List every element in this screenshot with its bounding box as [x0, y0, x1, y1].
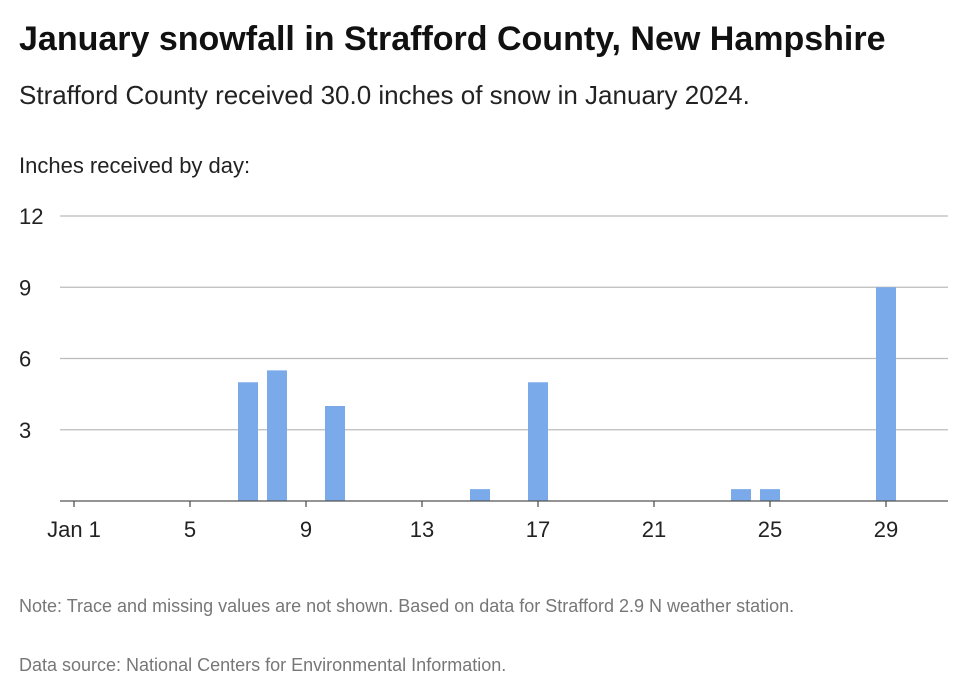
- bar-day-7: [238, 382, 258, 501]
- y-axis-label: Inches received by day:: [19, 153, 251, 178]
- x-tick-label: 25: [758, 517, 782, 542]
- x-tick-label: 21: [642, 517, 666, 542]
- bar-day-24: [731, 489, 751, 501]
- chart-note: Note: Trace and missing values are not s…: [19, 596, 795, 616]
- snowfall-bar-chart: 3 6 9 12 Jan 1 5 9 13 17 21 25 29: [19, 204, 948, 542]
- y-tick-label: 3: [19, 418, 31, 443]
- y-tick-label: 9: [19, 275, 31, 300]
- chart-subtitle: Strafford County received 30.0 inches of…: [19, 80, 750, 110]
- bar-day-8: [267, 370, 287, 501]
- x-tick-label: 5: [184, 517, 196, 542]
- x-tick-label: 9: [300, 517, 312, 542]
- x-tick-label: 13: [410, 517, 434, 542]
- bar-day-25: [760, 489, 780, 501]
- x-tick-label: Jan 1: [47, 517, 101, 542]
- bar-day-15: [470, 489, 490, 501]
- y-tick-label: 6: [19, 347, 31, 372]
- data-source: Data source: National Centers for Enviro…: [19, 655, 507, 675]
- y-tick-label: 12: [19, 204, 43, 229]
- bar-day-17: [528, 382, 548, 501]
- bar-day-29: [876, 287, 896, 501]
- x-tick-label: 17: [526, 517, 550, 542]
- chart-title: January snowfall in Strafford County, Ne…: [19, 20, 886, 58]
- x-tick-label: 29: [874, 517, 898, 542]
- bar-day-10: [325, 406, 345, 501]
